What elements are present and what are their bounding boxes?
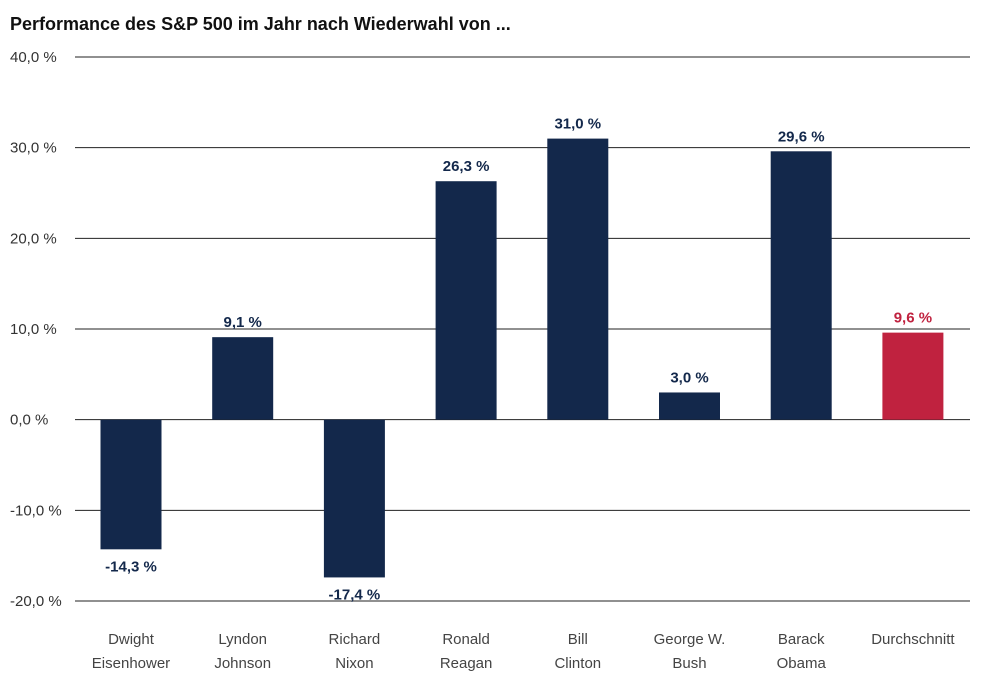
- value-labels: -14,3 % 9,1 % -17,4 % 26,3 % 31,0 % 3,0 % 29,6…: [105, 116, 932, 604]
- x-tick-label: Eisenhower: [92, 655, 170, 672]
- x-tick-label: Lyndon: [218, 631, 267, 648]
- y-tick-label: 10,0 %: [10, 321, 57, 338]
- grid-lines: [75, 56, 970, 602]
- x-tick-label: George W.: [654, 631, 726, 648]
- bar: [100, 419, 162, 550]
- bar: [547, 138, 609, 420]
- x-axis: Dwight Eisenhower Lyndon Johnson Richard Nixo…: [92, 631, 956, 672]
- bar-value-label: 9,1 %: [224, 314, 262, 331]
- bar: [212, 337, 274, 420]
- bars: [100, 138, 944, 578]
- x-tick-label: Nixon: [335, 655, 373, 672]
- y-tick-label: -10,0 %: [10, 502, 62, 519]
- bar: [659, 392, 720, 420]
- bar-value-label: -17,4 %: [329, 586, 381, 603]
- bar-value-label: -14,3 %: [105, 558, 157, 575]
- y-tick-label: 40,0 %: [10, 49, 57, 66]
- chart-title: Performance des S&P 500 im Jahr nach Wie…: [10, 14, 511, 34]
- bar: [770, 151, 832, 420]
- x-tick-label: Richard: [329, 631, 381, 648]
- bar-value-label: 31,0 %: [554, 116, 601, 133]
- x-tick-label: Durchschnitt: [871, 631, 955, 648]
- y-tick-label: 30,0 %: [10, 140, 57, 157]
- bar-value-label: 29,6 %: [778, 128, 825, 145]
- x-tick-label: Ronald: [442, 631, 490, 648]
- x-tick-label: Dwight: [108, 631, 155, 648]
- x-tick-label: Obama: [777, 655, 827, 672]
- bar: [323, 419, 385, 578]
- x-tick-label: Johnson: [214, 655, 271, 672]
- x-tick-label: Barack: [778, 631, 825, 648]
- x-tick-label: Bill: [568, 631, 588, 648]
- bar-value-label: 3,0 %: [670, 369, 708, 386]
- y-axis: 40,0 % 30,0 % 20,0 % 10,0 % 0,0 % -10,0 % -20,…: [10, 49, 62, 610]
- x-tick-label: Clinton: [554, 655, 601, 672]
- bar-value-label: 26,3 %: [443, 158, 490, 175]
- bar: [882, 332, 944, 420]
- y-tick-label: -20,0 %: [10, 593, 62, 610]
- y-tick-label: 20,0 %: [10, 230, 57, 247]
- bar: [435, 181, 497, 420]
- y-tick-label: 0,0 %: [10, 412, 48, 429]
- x-tick-label: Bush: [672, 655, 706, 672]
- x-tick-label: Reagan: [440, 655, 493, 672]
- bar-value-label: 9,6 %: [894, 310, 932, 327]
